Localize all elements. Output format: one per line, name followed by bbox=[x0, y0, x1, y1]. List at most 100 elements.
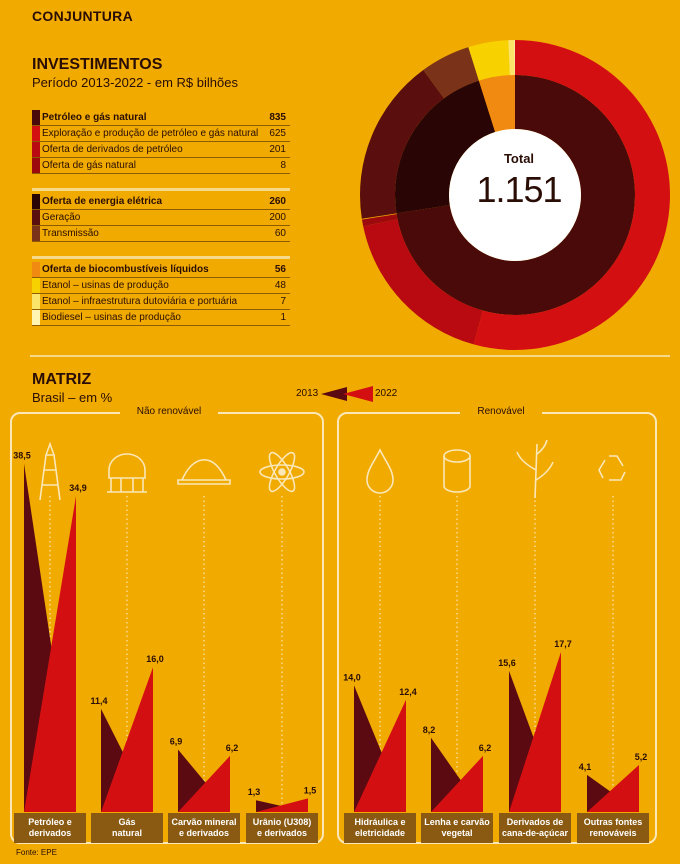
category-label: derivados bbox=[29, 828, 72, 838]
category-label: Derivados de bbox=[507, 817, 564, 827]
color-swatch bbox=[32, 110, 40, 125]
legend-2013-mark bbox=[321, 387, 347, 401]
atom-icon bbox=[259, 451, 305, 493]
row-label: Oferta de biocombustíveis líquidos bbox=[42, 264, 209, 275]
category-label: e derivados bbox=[257, 828, 307, 838]
category-label-box bbox=[421, 813, 493, 843]
row-label: Biodiesel – usinas de produção bbox=[42, 312, 181, 323]
row-value: 60 bbox=[274, 228, 286, 239]
row-value: 200 bbox=[269, 212, 286, 223]
table-row: Oferta de energia elétrica 260 bbox=[32, 194, 290, 210]
renewable-panel-title: Renovável bbox=[460, 406, 542, 417]
row-label: Etanol – infraestrutura dutoviária e por… bbox=[42, 296, 238, 307]
value-label-2022: 1,5 bbox=[304, 785, 317, 795]
value-label-2013: 6,9 bbox=[170, 737, 183, 747]
matrix-subtitle: Brasil – em % bbox=[32, 390, 113, 405]
gas-tank-icon bbox=[107, 453, 147, 493]
donut-inner-slice-2 bbox=[478, 75, 515, 133]
donut-outer-slice-2-2 bbox=[514, 40, 515, 76]
total-label: Total bbox=[503, 151, 535, 166]
row-label: Geração bbox=[42, 212, 81, 223]
value-label-2013: 38,5 bbox=[13, 451, 31, 461]
category-label: natural bbox=[112, 828, 142, 838]
row-value: 1 bbox=[280, 312, 286, 323]
category-label: Petróleo e bbox=[28, 817, 72, 827]
value-label-2013: 11,4 bbox=[90, 696, 107, 706]
area-2022-3 bbox=[256, 798, 308, 812]
category-label: vegetal bbox=[441, 828, 472, 838]
category-label-box bbox=[344, 813, 416, 843]
color-swatch bbox=[32, 226, 40, 241]
value-label-2013: 14,0 bbox=[343, 672, 361, 682]
category-label-box bbox=[246, 813, 318, 843]
color-swatch bbox=[32, 278, 40, 293]
investments-title: INVESTIMENTOS bbox=[32, 56, 163, 73]
matrix-title: MATRIZ bbox=[32, 371, 92, 388]
table-row: Transmissão 60 bbox=[32, 226, 290, 242]
value-label-2013: 4,1 bbox=[579, 762, 592, 772]
color-swatch bbox=[32, 194, 40, 209]
color-swatch bbox=[32, 310, 40, 325]
donut-outer-slice-2-1 bbox=[508, 40, 515, 76]
legend-swatch bbox=[321, 386, 373, 402]
log-icon bbox=[443, 449, 471, 493]
investments-table: Petróleo e gás natural 835 Exploração e … bbox=[32, 110, 290, 326]
table-row: Oferta de biocombustíveis líquidos 56 bbox=[32, 262, 290, 278]
area-2022-0 bbox=[24, 496, 76, 812]
donut-outer-slice-0-2 bbox=[361, 214, 398, 227]
category-label: e derivados bbox=[179, 828, 229, 838]
color-swatch bbox=[32, 294, 40, 309]
donut-center bbox=[449, 129, 581, 261]
value-label-2013: 8,2 bbox=[423, 725, 436, 735]
category-label: Carvão mineral bbox=[171, 817, 236, 827]
category-label-box bbox=[91, 813, 163, 843]
category-label: Outras fontes bbox=[584, 817, 643, 827]
value-label-2022: 5,2 bbox=[635, 752, 648, 762]
row-label: Oferta de energia elétrica bbox=[42, 196, 163, 207]
category-label: Urânio (U308) bbox=[253, 817, 312, 827]
category-label: Hidráulica e bbox=[354, 817, 405, 827]
donut-outer-slice-1-0 bbox=[360, 70, 444, 219]
value-label-2022: 6,2 bbox=[226, 743, 239, 753]
row-label: Oferta de gás natural bbox=[42, 160, 136, 171]
row-value: 201 bbox=[269, 144, 286, 155]
category-label: Lenha e carvão bbox=[424, 817, 490, 827]
table-row: Exploração e produção de petróleo e gás … bbox=[32, 126, 290, 142]
value-label-2022: 16,0 bbox=[146, 654, 164, 664]
value-label-2022: 34,9 bbox=[69, 483, 87, 493]
section-label: CONJUNTURA bbox=[32, 8, 133, 24]
table-row: Etanol – usinas de produção 48 bbox=[32, 278, 290, 294]
section-divider bbox=[30, 355, 670, 357]
area-2022-4 bbox=[354, 699, 406, 812]
row-label: Oferta de derivados de petróleo bbox=[42, 144, 183, 155]
value-label-2022: 6,2 bbox=[479, 743, 492, 753]
color-swatch bbox=[32, 142, 40, 157]
category-label-box bbox=[499, 813, 571, 843]
color-swatch bbox=[32, 262, 40, 277]
table-row: Oferta de gás natural 8 bbox=[32, 158, 290, 174]
category-label: cana-de-açúcar bbox=[502, 828, 569, 838]
row-label: Petróleo e gás natural bbox=[42, 112, 147, 123]
row-value: 625 bbox=[269, 128, 286, 139]
total-value: 1.151 bbox=[476, 169, 562, 210]
source-note: Fonte: EPE bbox=[16, 848, 57, 857]
nonrenewable-panel-title: Não renovável bbox=[120, 406, 218, 417]
table-row: Oferta de derivados de petróleo 201 bbox=[32, 142, 290, 158]
legend-2022-mark bbox=[343, 386, 373, 402]
category-label: Gás bbox=[118, 817, 135, 827]
legend-year-2013: 2013 bbox=[296, 388, 319, 399]
row-label: Etanol – usinas de produção bbox=[42, 280, 169, 291]
category-label-box bbox=[577, 813, 649, 843]
recycle-icon bbox=[598, 455, 626, 481]
table-row: Petróleo e gás natural 835 bbox=[32, 110, 290, 126]
row-value: 48 bbox=[274, 280, 286, 291]
category-label: renováveis bbox=[589, 828, 636, 838]
donut-outer-slice-0-1 bbox=[363, 219, 483, 345]
color-swatch bbox=[32, 126, 40, 141]
row-value: 8 bbox=[280, 160, 286, 171]
row-value: 56 bbox=[274, 264, 286, 275]
sugarcane-icon bbox=[516, 439, 554, 499]
donut-inner-slice-1 bbox=[395, 80, 496, 214]
row-value: 835 bbox=[269, 112, 286, 123]
